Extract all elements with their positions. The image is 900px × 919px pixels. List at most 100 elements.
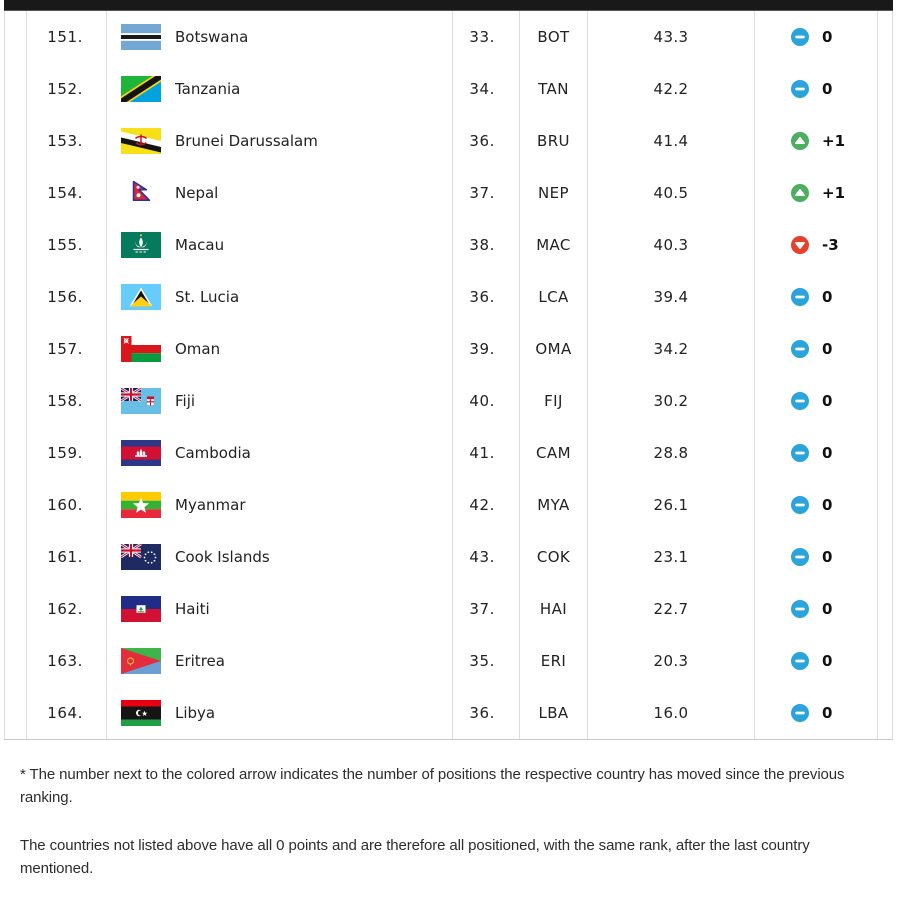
row-right-spacer bbox=[878, 583, 893, 635]
movement-value: 0 bbox=[822, 28, 833, 46]
row-left-spacer bbox=[4, 375, 27, 427]
country-cell: Haiti bbox=[107, 583, 453, 635]
country-code-cell: NEP bbox=[520, 167, 588, 219]
country-cell: St. Lucia bbox=[107, 271, 453, 323]
world-rank-cell: 157. bbox=[27, 323, 107, 375]
confederation-rank-value: 41. bbox=[469, 444, 495, 462]
points-cell: 40.3 bbox=[588, 219, 755, 271]
world-rank-value: 154. bbox=[47, 184, 83, 202]
confederation-rank-cell: 35. bbox=[453, 635, 520, 687]
points-cell: 41.4 bbox=[588, 115, 755, 167]
row-left-spacer bbox=[4, 531, 27, 583]
country-code-value: MYA bbox=[537, 496, 570, 514]
confederation-rank-cell: 36. bbox=[453, 687, 520, 739]
world-rank-cell: 160. bbox=[27, 479, 107, 531]
country-name: Libya bbox=[175, 704, 216, 722]
country-code-value: FIJ bbox=[544, 392, 563, 410]
world-rank-value: 158. bbox=[47, 392, 83, 410]
confederation-rank-value: 34. bbox=[469, 80, 495, 98]
movement-cell: 0 bbox=[755, 11, 878, 63]
row-right-spacer bbox=[878, 635, 893, 687]
row-right-spacer bbox=[878, 271, 893, 323]
country-name: Myanmar bbox=[175, 496, 246, 514]
country-code-value: LCA bbox=[538, 288, 569, 306]
country-name: Cambodia bbox=[175, 444, 251, 462]
table-row: 162. Haiti 37. HAI 22.7 0 bbox=[4, 583, 893, 635]
row-left-spacer bbox=[4, 635, 27, 687]
points-value: 40.3 bbox=[653, 236, 689, 254]
movement-same-icon bbox=[791, 340, 809, 358]
flag-st_lucia-icon bbox=[121, 284, 161, 310]
world-rank-value: 155. bbox=[47, 236, 83, 254]
country-code-value: TAN bbox=[538, 80, 569, 98]
points-cell: 22.7 bbox=[588, 583, 755, 635]
points-value: 43.3 bbox=[653, 28, 689, 46]
country-cell: Libya bbox=[107, 687, 453, 739]
flag-oman-icon bbox=[121, 336, 161, 362]
row-right-spacer bbox=[878, 63, 893, 115]
movement-same-icon bbox=[791, 288, 809, 306]
world-rank-value: 157. bbox=[47, 340, 83, 358]
points-cell: 28.8 bbox=[588, 427, 755, 479]
flag-cambodia-icon bbox=[121, 440, 161, 466]
confederation-rank-value: 39. bbox=[469, 340, 495, 358]
confederation-rank-cell: 43. bbox=[453, 531, 520, 583]
confederation-rank-value: 33. bbox=[469, 28, 495, 46]
row-right-spacer bbox=[878, 687, 893, 739]
country-name: St. Lucia bbox=[175, 288, 240, 306]
world-rank-value: 164. bbox=[47, 704, 83, 722]
flag-botswana-icon bbox=[121, 24, 161, 50]
movement-value: +1 bbox=[822, 132, 846, 150]
world-rank-cell: 152. bbox=[27, 63, 107, 115]
world-rank-value: 159. bbox=[47, 444, 83, 462]
country-cell: Brunei Darussalam bbox=[107, 115, 453, 167]
country-code-cell: LCA bbox=[520, 271, 588, 323]
footnote-movement: * The number next to the colored arrow i… bbox=[20, 766, 845, 807]
movement-value: 0 bbox=[822, 444, 833, 462]
movement-value: 0 bbox=[822, 288, 833, 306]
movement-same-icon bbox=[791, 444, 809, 462]
movement-cell: -3 bbox=[755, 219, 878, 271]
movement-value: 0 bbox=[822, 496, 833, 514]
points-cell: 23.1 bbox=[588, 531, 755, 583]
points-cell: 34.2 bbox=[588, 323, 755, 375]
country-name: Brunei Darussalam bbox=[175, 132, 318, 150]
movement-cell: 0 bbox=[755, 479, 878, 531]
flag-haiti-icon bbox=[121, 596, 161, 622]
row-right-spacer bbox=[878, 219, 893, 271]
confederation-rank-value: 36. bbox=[469, 132, 495, 150]
table-row: 155. Macau 38. MAC 40.3 -3 bbox=[4, 219, 893, 271]
country-code-value: LBA bbox=[538, 704, 569, 722]
ranking-table: 151. Botswana 33. BOT 43.3 0 152. Tanzan… bbox=[4, 0, 893, 740]
points-cell: 30.2 bbox=[588, 375, 755, 427]
confederation-rank-cell: 33. bbox=[453, 11, 520, 63]
country-code-cell: LBA bbox=[520, 687, 588, 739]
confederation-rank-value: 35. bbox=[469, 652, 495, 670]
movement-cell: 0 bbox=[755, 635, 878, 687]
row-right-spacer bbox=[878, 115, 893, 167]
movement-cell: 0 bbox=[755, 271, 878, 323]
world-rank-value: 156. bbox=[47, 288, 83, 306]
points-value: 20.3 bbox=[653, 652, 689, 670]
country-cell: Nepal bbox=[107, 167, 453, 219]
world-rank-value: 160. bbox=[47, 496, 83, 514]
points-value: 30.2 bbox=[653, 392, 689, 410]
points-cell: 16.0 bbox=[588, 687, 755, 739]
row-left-spacer bbox=[4, 583, 27, 635]
confederation-rank-cell: 36. bbox=[453, 271, 520, 323]
footnote-unlisted: The countries not listed above have all … bbox=[20, 836, 810, 877]
confederation-rank-value: 40. bbox=[469, 392, 495, 410]
country-code-value: ERI bbox=[540, 652, 567, 670]
movement-cell: 0 bbox=[755, 531, 878, 583]
world-rank-cell: 159. bbox=[27, 427, 107, 479]
points-value: 34.2 bbox=[653, 340, 689, 358]
flag-macau-icon bbox=[121, 232, 161, 258]
flag-brunei-icon bbox=[121, 128, 161, 154]
points-cell: 40.5 bbox=[588, 167, 755, 219]
table-row: 159. Cambodia 41. CAM 28.8 0 bbox=[4, 427, 893, 479]
country-cell: Macau bbox=[107, 219, 453, 271]
country-cell: Cook Islands bbox=[107, 531, 453, 583]
table-row: 153. Brunei Darussalam 36. BRU 41.4 +1 bbox=[4, 115, 893, 167]
country-code-value: OMA bbox=[535, 340, 572, 358]
country-name: Fiji bbox=[175, 392, 196, 410]
